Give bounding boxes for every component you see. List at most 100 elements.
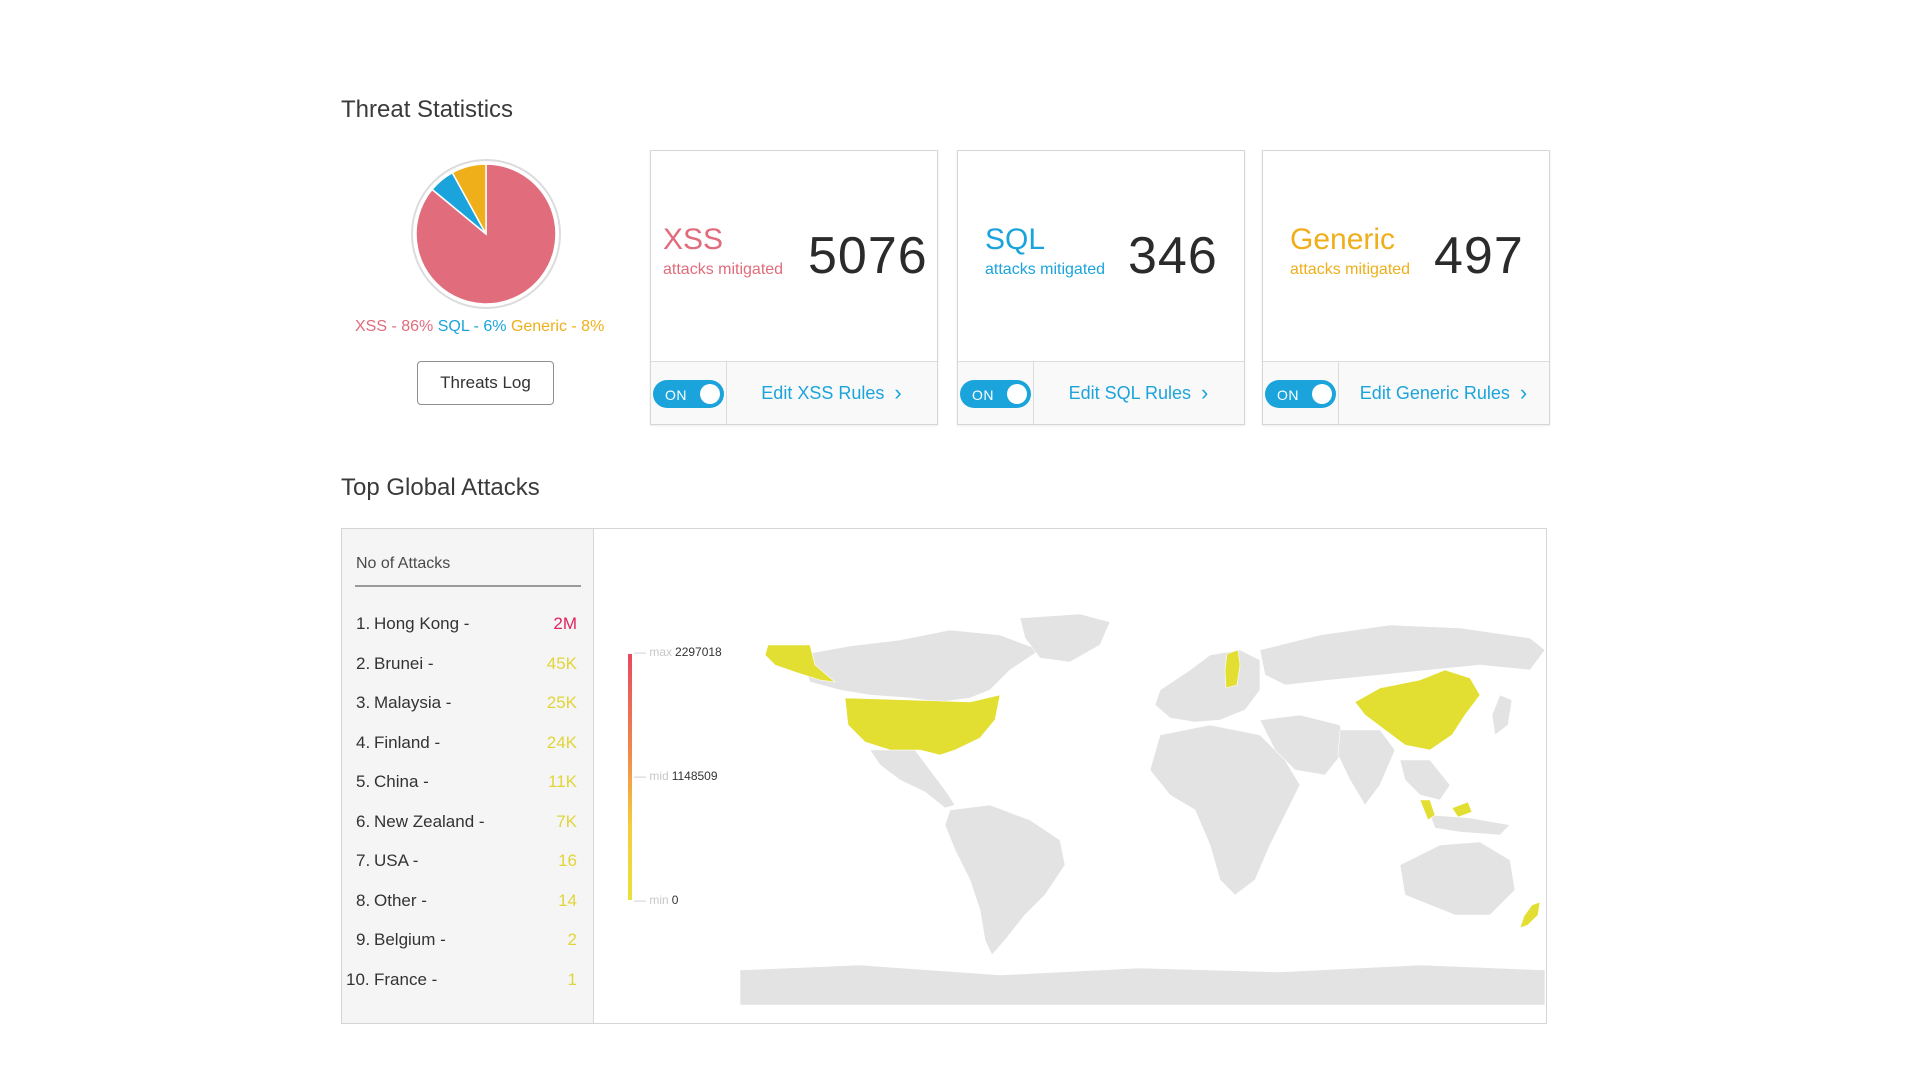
card-subtitle: attacks mitigated	[663, 261, 784, 278]
map-south-america	[944, 804, 1066, 956]
edit-sql-rules-link[interactable]: Edit SQL Rules ›	[1033, 362, 1244, 424]
chevron-right-icon: ›	[1519, 380, 1528, 405]
chevron-right-icon: ›	[1201, 380, 1209, 405]
attack-rank: 5.	[356, 772, 371, 791]
map-brunei-highlight	[1451, 801, 1473, 818]
pie-slice-generic	[451, 163, 487, 235]
attack-count: 1	[567, 969, 577, 989]
attack-country: Malaysia -	[374, 693, 452, 712]
toggle-label: ON	[972, 387, 994, 403]
map-middle-east	[1259, 714, 1346, 776]
legend-mid-label: mid	[649, 769, 669, 783]
map-southeast-asia	[1399, 759, 1451, 801]
legend-min: — min 0	[634, 893, 679, 907]
attack-row: 1. Hong Kong - 2M	[342, 614, 577, 638]
threats-log-button[interactable]: Threats Log	[417, 361, 554, 405]
sql-toggle[interactable]: ON	[960, 380, 1031, 408]
map-china-highlight	[1354, 669, 1481, 751]
attack-rank: 7.	[356, 851, 371, 870]
attack-country: USA -	[374, 851, 419, 870]
attack-count: 7K	[556, 811, 577, 831]
attack-rank: 4.	[356, 732, 371, 752]
sql-card: SQL attacks mitigated 346 ON Edit SQL Ru…	[957, 150, 1245, 425]
pie-slices	[415, 163, 557, 305]
edit-generic-rules-link[interactable]: Edit Generic Rules ›	[1338, 362, 1549, 424]
card-subtitle: attacks mitigated	[985, 261, 1106, 278]
edit-label: Edit Generic Rules	[1359, 382, 1510, 403]
toggle-knob	[1007, 384, 1027, 404]
legend-max-value: 2297018	[675, 645, 722, 659]
toggle-cell: ON	[651, 362, 727, 424]
generic-toggle[interactable]: ON	[1265, 380, 1336, 408]
card-name: Generic	[1290, 223, 1396, 256]
card-count: 346	[1128, 227, 1218, 285]
toggle-label: ON	[665, 387, 687, 403]
attack-row: 2. Brunei - 45K	[342, 654, 577, 678]
toggle-knob	[1312, 384, 1332, 404]
attack-row: 3. Malaysia - 25K	[342, 693, 577, 717]
xss-toggle[interactable]: ON	[653, 380, 724, 408]
pie-legend-generic: Generic - 8%	[510, 318, 605, 335]
map-antarctica	[740, 964, 1545, 1005]
attack-rank: 9.	[356, 930, 371, 949]
legend-min-label: min	[649, 893, 669, 907]
attack-row: 9. Belgium - 2	[342, 930, 577, 954]
card-footer: ON Edit SQL Rules ›	[958, 361, 1244, 424]
card-footer: ON Edit Generic Rules ›	[1263, 361, 1549, 424]
attack-country: New Zealand -	[374, 811, 485, 831]
card-footer: ON Edit XSS Rules ›	[651, 361, 937, 424]
attack-count: 2M	[553, 614, 577, 633]
attack-rank: 10.	[346, 969, 370, 989]
top-global-attacks-title: Top Global Attacks	[341, 474, 540, 501]
map-greenland	[1019, 613, 1111, 663]
attack-row: 4. Finland - 24K	[342, 733, 577, 757]
card-name: XSS	[663, 223, 724, 256]
map-russia	[1259, 624, 1545, 686]
map-mexico	[869, 749, 956, 809]
attack-count: 24K	[546, 732, 577, 752]
legend-mid-value: 1148509	[671, 769, 718, 783]
card-count: 5076	[808, 227, 928, 285]
pie-legend-sql: SQL - 6%	[437, 318, 507, 335]
toggle-label: ON	[1277, 387, 1299, 403]
attack-rank: 3.	[356, 693, 371, 712]
map-japan	[1491, 694, 1513, 736]
xss-card: XSS attacks mitigated 5076 ON Edit XSS R…	[650, 150, 938, 425]
attack-country: Finland -	[374, 732, 441, 752]
map-australia	[1399, 841, 1516, 916]
attack-country: Other -	[374, 890, 427, 910]
map-finland-highlight	[1224, 649, 1241, 689]
edit-xss-rules-link[interactable]: Edit XSS Rules ›	[726, 362, 937, 424]
toggle-knob	[700, 384, 720, 404]
map-indonesia	[1429, 814, 1511, 836]
map-europe	[1154, 649, 1261, 723]
attack-row: 10. France - 1	[342, 970, 577, 994]
attack-rank: 8.	[356, 890, 371, 910]
attack-rank: 1.	[356, 614, 371, 633]
attack-count: 45K	[546, 653, 577, 673]
attack-count: 14	[558, 890, 577, 910]
map-africa	[1149, 724, 1301, 896]
attack-rank: 2.	[356, 653, 371, 673]
attack-country: France -	[374, 969, 438, 989]
attack-count: 25K	[546, 693, 577, 712]
card-name: SQL	[985, 223, 1046, 256]
map-new-zealand-highlight	[1519, 901, 1541, 929]
map-alaska-highlight	[764, 644, 836, 683]
attack-row: 6. New Zealand - 7K	[342, 812, 577, 836]
pie-legend: XSS - 86% SQL - 6% Generic - 8%	[355, 318, 615, 336]
attacks-list-header: No of Attacks	[356, 555, 451, 572]
legend-min-value: 0	[671, 893, 679, 907]
threat-statistics-title: Threat Statistics	[341, 96, 514, 123]
map-usa-highlight	[844, 694, 1001, 756]
attack-count: 16	[558, 851, 577, 870]
pie-svg	[411, 159, 561, 309]
toggle-cell: ON	[958, 362, 1034, 424]
attack-country: Belgium -	[374, 930, 446, 949]
attack-row: 8. Other - 14	[342, 891, 577, 915]
edit-label: Edit SQL Rules	[1068, 382, 1192, 403]
legend-max: — max 2297018	[634, 645, 722, 659]
attacks-list: No of Attacks 1. Hong Kong - 2M 2. Brunei - 4…	[342, 529, 594, 1023]
attack-row: 7. USA - 16	[342, 851, 577, 875]
card-count: 497	[1434, 227, 1524, 285]
